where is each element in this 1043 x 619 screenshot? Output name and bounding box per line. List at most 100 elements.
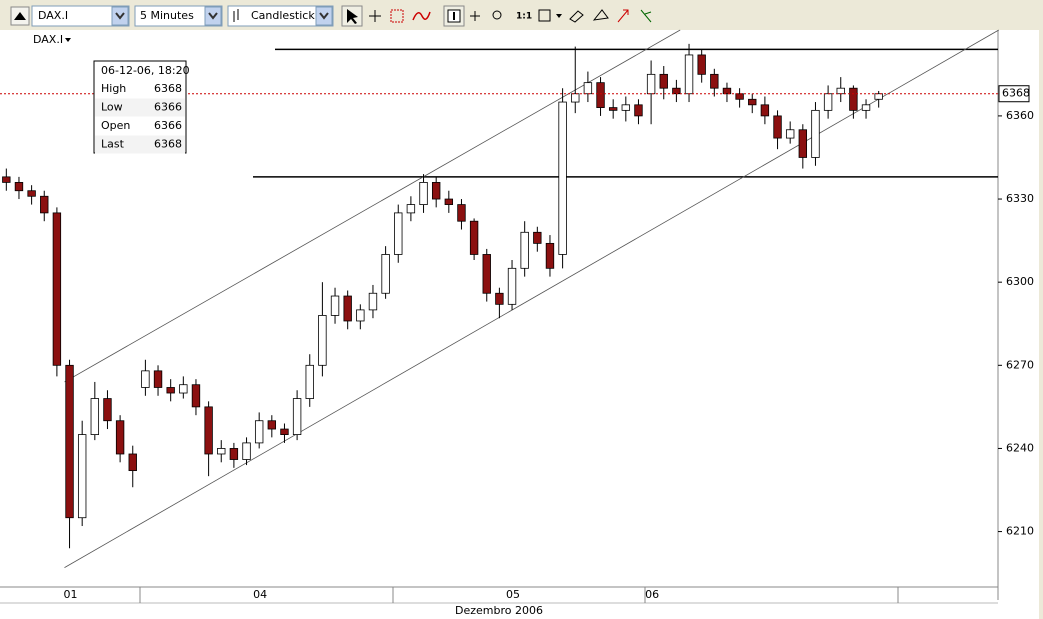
info-row-bg xyxy=(95,135,185,154)
candle-body xyxy=(406,204,416,214)
indicator-tool[interactable] xyxy=(412,11,431,21)
candle-body xyxy=(292,398,302,435)
candle-body xyxy=(684,54,694,95)
icon xyxy=(208,12,218,20)
candle-body xyxy=(356,309,365,322)
info-value: 6366 xyxy=(154,119,182,132)
candle-body xyxy=(40,195,49,214)
info-value: 6366 xyxy=(154,101,182,114)
candle-body xyxy=(798,129,808,158)
candle-body xyxy=(621,104,631,111)
trend-line xyxy=(64,29,681,383)
candle-body xyxy=(571,93,580,103)
info-label: Low xyxy=(101,101,123,114)
candle-body xyxy=(672,87,681,95)
candle-body xyxy=(254,420,264,444)
candle-body xyxy=(280,428,289,435)
eraser-tool[interactable] xyxy=(569,10,584,23)
y-tick-label: 6330 xyxy=(1006,192,1034,205)
y-tick-label: 6360 xyxy=(1006,109,1034,122)
candle-body xyxy=(242,442,251,460)
day-separator xyxy=(139,587,899,603)
candle-body xyxy=(646,73,656,95)
draw-tool[interactable] xyxy=(592,9,609,21)
info-time: 06-12-06, 18:20 xyxy=(101,64,190,77)
candle-body xyxy=(849,87,858,111)
icon xyxy=(347,9,358,24)
symbol-label[interactable]: DAX.I xyxy=(33,33,63,46)
info-label: High xyxy=(101,82,126,95)
candle-body xyxy=(103,398,112,422)
candle-body xyxy=(457,204,466,222)
candle-body xyxy=(533,231,542,244)
candle-body xyxy=(520,231,529,269)
dropdown-button[interactable] xyxy=(111,6,129,26)
shape-tool[interactable] xyxy=(538,9,551,22)
icon xyxy=(233,9,239,22)
candle-body xyxy=(444,198,454,205)
candle-body xyxy=(153,370,163,388)
x-tick-label: 01 xyxy=(64,588,78,601)
candle-body xyxy=(874,93,883,100)
candle-body xyxy=(381,254,390,294)
crosshair-tool[interactable] xyxy=(369,10,381,22)
icon xyxy=(14,12,26,20)
icon xyxy=(65,38,71,42)
candle-body xyxy=(305,364,314,399)
dropdown-button[interactable] xyxy=(204,6,222,26)
candle-body xyxy=(507,267,517,305)
grid-tool[interactable] xyxy=(390,9,404,23)
candle-body xyxy=(65,364,74,519)
candle-body xyxy=(861,104,871,111)
candle-body xyxy=(482,254,491,294)
y-tick-label: 6210 xyxy=(1006,525,1034,538)
zoom-tool[interactable] xyxy=(492,10,502,20)
info-value: 6368 xyxy=(154,138,182,151)
candle-body xyxy=(14,182,24,192)
info-label: Last xyxy=(101,138,125,151)
candle-body xyxy=(722,87,732,95)
candle-body xyxy=(431,182,441,200)
info-row-bg xyxy=(95,98,185,117)
candle-body xyxy=(811,109,820,158)
interval: 5 Minutes xyxy=(140,9,194,22)
candle-body xyxy=(191,384,201,408)
x-axis-title: Dezembro 2006 xyxy=(455,604,543,617)
candle-body xyxy=(773,115,782,139)
candle-body xyxy=(760,104,770,117)
candle-body xyxy=(128,453,137,472)
dropdown-button[interactable] xyxy=(315,6,333,26)
info-box: 06-12-06, 18:20 High 6368 Low 6366 Open 6366 L… xyxy=(93,60,190,154)
info-value: 6368 xyxy=(154,82,182,95)
zoom-box-tool[interactable] xyxy=(470,11,480,21)
candle-body xyxy=(330,295,340,316)
y-tick-label: 6270 xyxy=(1006,358,1034,371)
candle-body xyxy=(748,98,757,106)
zoom-reset[interactable]: 1:1 xyxy=(516,12,532,22)
candle-body xyxy=(634,104,643,117)
candle-body xyxy=(52,212,62,366)
y-tick-label: 6300 xyxy=(1006,275,1034,288)
fib-tool[interactable] xyxy=(640,9,652,23)
trend-tool[interactable] xyxy=(617,9,629,23)
candle-body xyxy=(495,292,504,305)
candle-body xyxy=(419,182,428,205)
candle-body xyxy=(735,93,744,100)
candle-body xyxy=(217,448,226,455)
last-price-box xyxy=(998,85,1030,103)
candle-body xyxy=(141,370,150,388)
candle-body xyxy=(77,434,87,519)
candle-body xyxy=(697,54,706,75)
candle-body xyxy=(608,107,618,111)
x-tick-label: 04 xyxy=(253,588,267,601)
candle-body xyxy=(343,295,352,322)
candle-body xyxy=(115,420,125,455)
symbol-select[interactable] xyxy=(31,5,130,27)
candle-body xyxy=(179,384,188,394)
scrollbar xyxy=(1039,30,1043,619)
style-select[interactable] xyxy=(227,5,334,27)
candle-body xyxy=(368,292,378,311)
interval-select[interactable] xyxy=(134,5,223,27)
candle-body xyxy=(204,406,213,455)
last-price-label: 6368 xyxy=(1002,87,1030,100)
